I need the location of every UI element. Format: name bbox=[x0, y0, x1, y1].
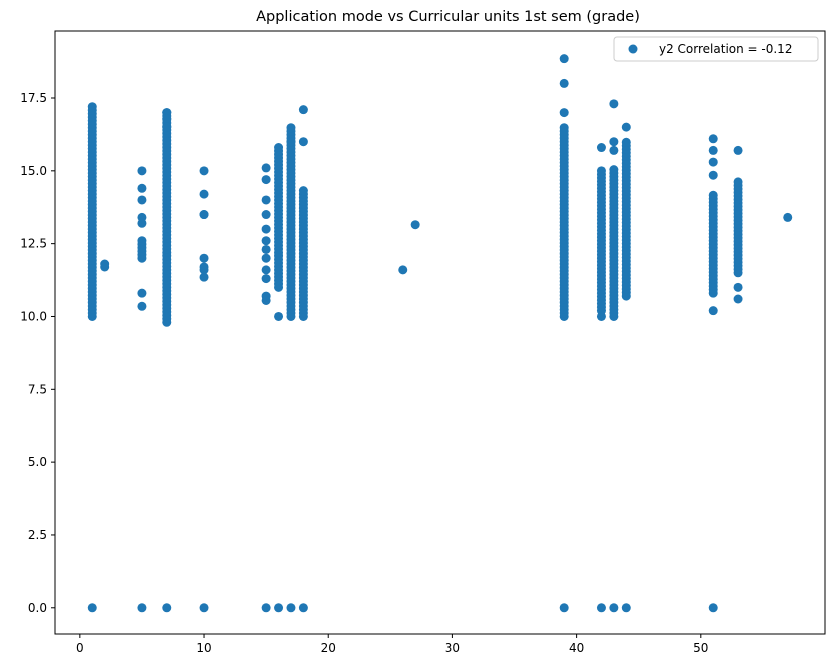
data-point bbox=[609, 137, 619, 147]
data-point bbox=[274, 603, 284, 613]
data-point bbox=[609, 99, 619, 109]
data-point bbox=[298, 105, 308, 115]
data-point bbox=[87, 603, 97, 613]
data-point bbox=[708, 190, 718, 200]
data-point bbox=[199, 210, 209, 220]
data-point bbox=[783, 212, 793, 222]
data-point bbox=[261, 163, 271, 173]
data-point bbox=[87, 102, 97, 112]
data-point bbox=[286, 603, 296, 613]
data-point bbox=[398, 265, 408, 275]
x-axis-ticks: 0 10 20 30 40 50 bbox=[76, 634, 708, 655]
y-tick-label: 10.0 bbox=[20, 309, 47, 323]
data-point bbox=[298, 603, 308, 613]
legend-marker bbox=[628, 44, 638, 54]
data-point bbox=[261, 244, 271, 254]
data-point bbox=[137, 288, 147, 298]
y-tick-label: 5.0 bbox=[28, 455, 47, 469]
data-point bbox=[199, 272, 209, 282]
data-point bbox=[199, 262, 209, 272]
data-point bbox=[708, 157, 718, 167]
data-point bbox=[286, 137, 296, 147]
x-tick-label: 20 bbox=[321, 641, 336, 655]
data-point bbox=[261, 224, 271, 234]
data-point bbox=[621, 137, 631, 147]
plot-frame bbox=[54, 30, 826, 635]
data-point bbox=[298, 137, 308, 147]
data-point bbox=[733, 282, 743, 292]
data-point bbox=[559, 603, 569, 613]
data-point bbox=[596, 603, 606, 613]
data-point bbox=[261, 253, 271, 263]
data-point bbox=[596, 143, 606, 153]
y-tick-label: 2.5 bbox=[28, 528, 47, 542]
data-point bbox=[559, 108, 569, 118]
x-tick-label: 0 bbox=[76, 641, 84, 655]
scatter-points bbox=[87, 54, 793, 613]
y-tick-label: 0.0 bbox=[28, 601, 47, 615]
data-point bbox=[410, 220, 420, 230]
data-point bbox=[261, 195, 271, 205]
data-point bbox=[137, 301, 147, 311]
data-point bbox=[162, 113, 172, 123]
data-point bbox=[261, 236, 271, 246]
data-point bbox=[733, 145, 743, 155]
legend-box bbox=[613, 36, 819, 62]
data-point bbox=[261, 175, 271, 185]
data-point bbox=[609, 603, 619, 613]
data-point bbox=[162, 603, 172, 613]
data-point bbox=[733, 294, 743, 304]
data-point bbox=[199, 166, 209, 176]
data-point bbox=[261, 291, 271, 301]
data-point bbox=[708, 306, 718, 316]
data-point bbox=[137, 603, 147, 613]
data-point bbox=[708, 170, 718, 180]
data-point bbox=[274, 311, 284, 321]
data-point bbox=[559, 123, 569, 133]
data-point bbox=[100, 259, 110, 269]
data-point bbox=[559, 78, 569, 88]
data-point bbox=[733, 177, 743, 187]
data-point bbox=[298, 186, 308, 196]
y-tick-label: 7.5 bbox=[28, 382, 47, 396]
data-point bbox=[261, 603, 271, 613]
data-point bbox=[286, 123, 296, 133]
data-point bbox=[708, 134, 718, 144]
chart-title: Application mode vs Curricular units 1st… bbox=[256, 9, 640, 25]
x-tick-label: 50 bbox=[693, 641, 708, 655]
data-point bbox=[261, 274, 271, 284]
data-point bbox=[596, 166, 606, 176]
data-point bbox=[137, 183, 147, 193]
data-point bbox=[137, 236, 147, 246]
data-point bbox=[708, 603, 718, 613]
y-tick-label: 17.5 bbox=[20, 91, 47, 105]
y-tick-label: 12.5 bbox=[20, 237, 47, 251]
data-point bbox=[137, 212, 147, 222]
data-point bbox=[261, 265, 271, 275]
x-tick-label: 40 bbox=[569, 641, 584, 655]
x-tick-label: 10 bbox=[196, 641, 211, 655]
data-point bbox=[274, 143, 284, 153]
x-tick-label: 30 bbox=[445, 641, 460, 655]
data-point bbox=[261, 210, 271, 220]
data-point bbox=[199, 603, 209, 613]
data-point bbox=[162, 122, 172, 132]
legend: y2 Correlation = -0.12 bbox=[613, 36, 819, 62]
data-point bbox=[199, 189, 209, 199]
data-point bbox=[621, 603, 631, 613]
data-point bbox=[621, 122, 631, 132]
y-tick-label: 15.0 bbox=[20, 164, 47, 178]
data-point bbox=[137, 195, 147, 205]
data-point bbox=[199, 253, 209, 263]
data-point bbox=[609, 145, 619, 155]
legend-label: y2 Correlation = -0.12 bbox=[659, 42, 792, 56]
data-point bbox=[708, 145, 718, 155]
data-point bbox=[609, 165, 619, 175]
data-point bbox=[559, 54, 569, 64]
data-point bbox=[596, 311, 606, 321]
data-point bbox=[137, 166, 147, 176]
y-axis-ticks: 0.0 2.5 5.0 7.5 10.0 12.5 15.0 17.5 bbox=[20, 91, 55, 615]
